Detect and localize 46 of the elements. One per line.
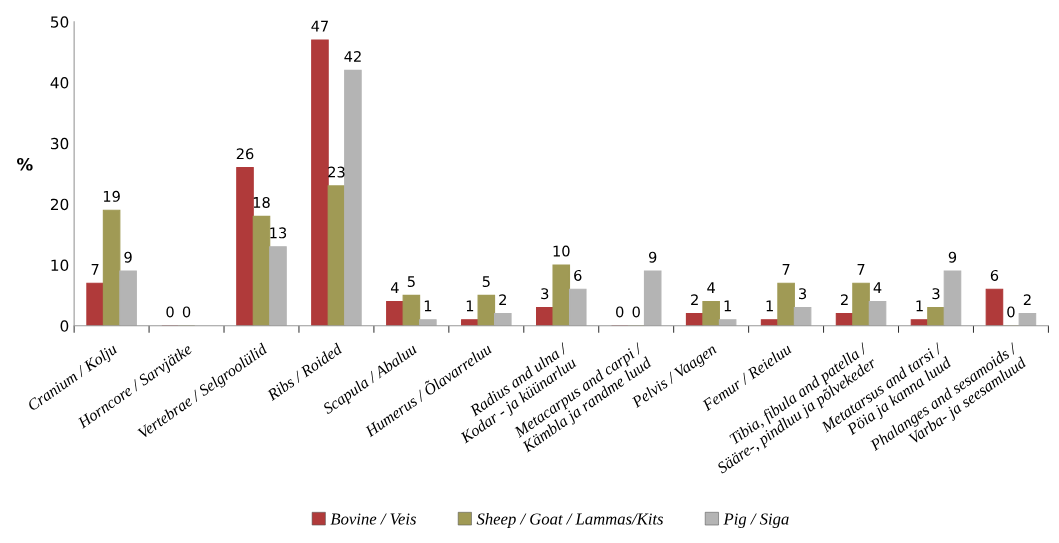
data-label: 2 — [499, 294, 506, 306]
data-label: 0 — [166, 306, 174, 318]
data-label: 0 — [1007, 306, 1015, 318]
data-label: 2 — [1023, 294, 1031, 306]
data-label: 1 — [424, 300, 432, 312]
data-label: 7 — [91, 264, 99, 275]
data-label: 4 — [873, 282, 882, 293]
y-tick-label: 20 — [50, 198, 69, 211]
data-label: 4 — [390, 282, 399, 293]
data-label: 9 — [948, 251, 957, 263]
data-label: 6 — [574, 269, 582, 281]
data-label: 4 — [707, 282, 715, 293]
data-label: 42 — [344, 50, 361, 62]
data-label: 9 — [124, 251, 132, 263]
data-label: 1 — [916, 300, 923, 312]
data-label: 47 — [311, 20, 328, 32]
data-label: 3 — [541, 288, 549, 300]
data-label: 3 — [799, 288, 807, 300]
data-label: 3 — [932, 288, 940, 300]
y-axis-title: % — [17, 157, 33, 171]
data-label: 26 — [236, 148, 254, 160]
data-label: 19 — [103, 190, 120, 202]
data-label: 7 — [857, 264, 865, 275]
data-label: 10 — [553, 245, 570, 257]
data-label: 2 — [691, 294, 698, 306]
data-label: 0 — [632, 306, 640, 318]
y-tick-label: 10 — [51, 259, 69, 272]
data-label: 1 — [724, 300, 731, 312]
data-label: 0 — [182, 306, 191, 318]
y-tick-label: 30 — [50, 137, 69, 150]
data-label: 2 — [840, 294, 848, 306]
legend-label: Pig / Siga — [723, 513, 789, 528]
data-label: 1 — [466, 300, 474, 312]
data-label: 5 — [407, 276, 415, 288]
data-label: 13 — [270, 227, 287, 239]
data-label: 1 — [766, 300, 773, 312]
y-tick-label: 40 — [50, 77, 69, 89]
legend-label: Bovine / Veis — [330, 513, 416, 525]
legend-label: Sheep / Goat / Lammas/Kits — [476, 512, 664, 528]
y-tick-label: 50 — [51, 16, 69, 28]
y-tick-label: 0 — [60, 320, 69, 332]
data-label: 7 — [782, 264, 790, 275]
data-label: 9 — [648, 251, 657, 263]
data-label: 6 — [990, 269, 999, 281]
data-label: 0 — [616, 306, 624, 318]
data-label: 5 — [482, 276, 490, 288]
